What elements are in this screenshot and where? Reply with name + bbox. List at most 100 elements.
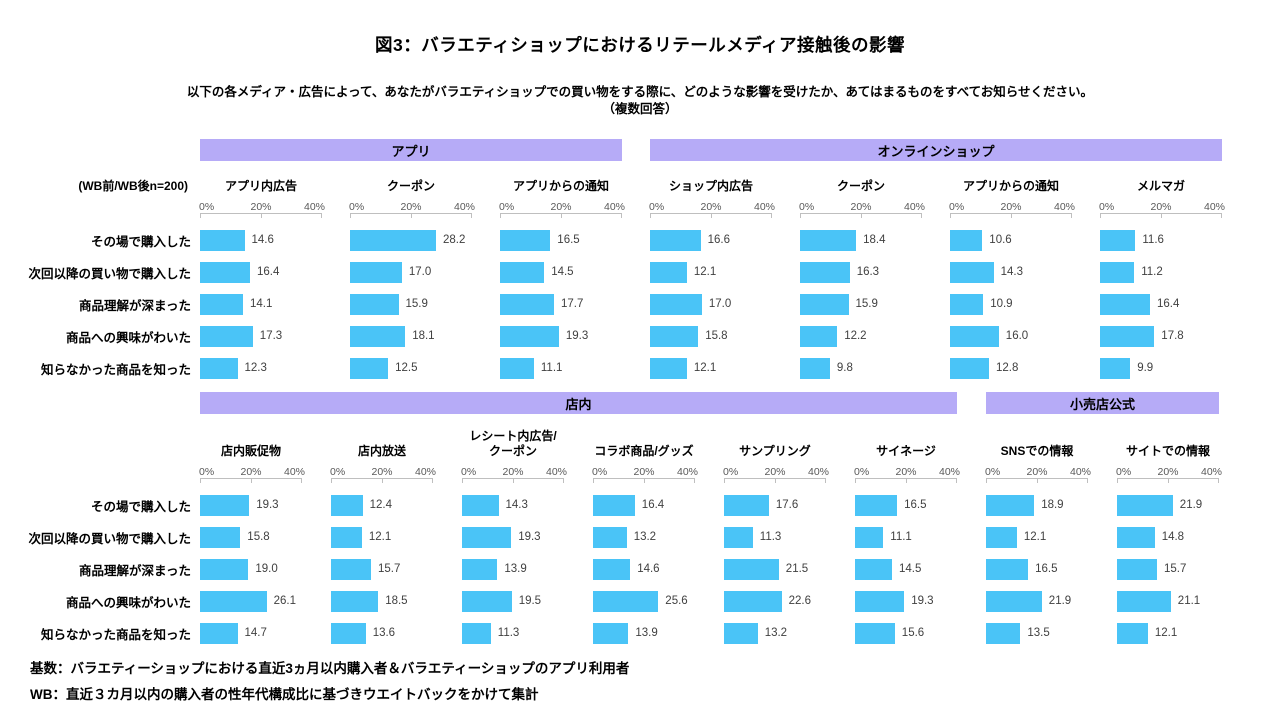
bar-row: 14.8 bbox=[1117, 521, 1248, 553]
chart-titles-row: (WB前/WB後n=200) アプリ内広告 クーポン アプリからの通知 ショップ内広告 ク… bbox=[0, 166, 1280, 194]
bar-row: 13.9 bbox=[593, 617, 724, 649]
axis-line bbox=[593, 478, 695, 483]
bar bbox=[331, 526, 362, 548]
mini-bar-chart: 0% 20% 40% 16.4 13.2 14.6 25.6 13.9 bbox=[592, 463, 724, 649]
chart-title: 店内販促物 bbox=[200, 444, 302, 459]
axis-line bbox=[350, 213, 472, 218]
axis-tick-mark bbox=[500, 214, 501, 218]
group-band: 小売店公式 bbox=[986, 392, 1219, 414]
axis-tick-mark bbox=[861, 214, 862, 218]
bar-row: 17.8 bbox=[1100, 320, 1250, 352]
bar bbox=[200, 229, 245, 251]
subtitle-line2: （複数回答） bbox=[602, 102, 678, 116]
bar bbox=[350, 357, 389, 379]
axis-tick-label: 0% bbox=[949, 201, 965, 213]
bar-row: 21.9 bbox=[986, 585, 1117, 617]
axis-tick-mark bbox=[200, 214, 201, 218]
axis-tick-label: 0% bbox=[592, 466, 608, 478]
bar-row: 14.6 bbox=[200, 224, 350, 256]
bar-value: 16.6 bbox=[707, 234, 730, 246]
axis-tick-mark bbox=[471, 214, 472, 218]
bar bbox=[724, 494, 769, 516]
bar-value: 12.1 bbox=[368, 531, 392, 543]
bar-row: 14.5 bbox=[855, 553, 986, 585]
chart-title-text: コラボ商品/グッズ bbox=[594, 444, 694, 458]
bar-row: 12.8 bbox=[950, 352, 1100, 384]
bar bbox=[950, 293, 984, 315]
axis-line bbox=[950, 213, 1072, 218]
bars: 28.2 17.0 15.9 18.1 12.5 bbox=[350, 224, 500, 384]
bar bbox=[350, 261, 402, 283]
axis-tick-label: 0% bbox=[649, 201, 665, 213]
axis-tick-mark bbox=[906, 479, 907, 483]
bar-value: 19.0 bbox=[255, 563, 278, 575]
bar bbox=[986, 526, 1017, 548]
bar-value: 14.6 bbox=[251, 234, 274, 246]
bar-row: 15.9 bbox=[800, 288, 950, 320]
axis-tick-label: 0% bbox=[461, 466, 477, 478]
axis-tick-label: 20% bbox=[240, 466, 262, 478]
bar-value: 28.2 bbox=[443, 234, 466, 246]
bar-row: 16.5 bbox=[500, 224, 650, 256]
bar bbox=[724, 622, 758, 644]
bar-value: 14.7 bbox=[244, 627, 267, 639]
axis-tick-label: 20% bbox=[895, 466, 917, 478]
row-label: 次回以降の買い物で購入した bbox=[28, 266, 191, 281]
chart-title-text: 店内放送 bbox=[357, 444, 406, 458]
chart-title: メルマガ bbox=[1100, 179, 1222, 194]
bar-row: 17.3 bbox=[200, 320, 350, 352]
bar bbox=[462, 558, 498, 580]
bar-value: 11.1 bbox=[540, 362, 563, 374]
axis-line bbox=[855, 478, 957, 483]
axis-tick-mark bbox=[593, 479, 594, 483]
axis-tick-mark bbox=[621, 214, 622, 218]
bar-value: 17.7 bbox=[561, 298, 584, 310]
bar-row: 22.6 bbox=[724, 585, 855, 617]
chart-title-text: 店内販促物 bbox=[220, 444, 281, 458]
axis-tick-mark bbox=[321, 214, 322, 218]
bar-row: 17.0 bbox=[650, 288, 800, 320]
mini-bar-chart: 0% 20% 40% 16.5 11.1 14.5 19.3 15.6 bbox=[854, 463, 986, 649]
bar bbox=[200, 494, 250, 516]
row-labels-column: その場で購入した 次回以降の買い物で購入した 商品理解が深まった 商品への興味がわいた… bbox=[0, 463, 200, 649]
bar bbox=[200, 325, 253, 347]
bar bbox=[350, 325, 406, 347]
bar-value: 14.5 bbox=[551, 266, 574, 278]
chart-title-text: アプリからの通知 bbox=[962, 179, 1059, 193]
axis-tick-mark bbox=[771, 214, 772, 218]
bar bbox=[986, 622, 1021, 644]
footnote-wb: WB：直近３カ月以内の購入者の性年代構成比に基づきウエイトバックをかけて集計 bbox=[30, 687, 539, 702]
chart-title: アプリからの通知 bbox=[500, 179, 622, 194]
bar-value: 15.9 bbox=[855, 298, 878, 310]
bar bbox=[855, 622, 895, 644]
axis-tick-mark bbox=[1218, 479, 1219, 483]
row-label: 知らなかった商品を知った bbox=[40, 362, 191, 377]
bar bbox=[950, 357, 989, 379]
axis-tick-labels: 0% 20% 40% bbox=[649, 198, 775, 213]
mini-bar-chart: 0% 20% 40% 18.9 12.1 16.5 21.9 13.5 bbox=[985, 463, 1117, 649]
axis-tick-label: 0% bbox=[854, 466, 870, 478]
axis-tick-labels: 0% 20% 40% bbox=[592, 463, 698, 478]
axis-tick-mark bbox=[800, 214, 801, 218]
axis-tick-label: 0% bbox=[985, 466, 1001, 478]
bar-row: 17.6 bbox=[724, 489, 855, 521]
bar-row: 12.1 bbox=[1117, 617, 1248, 649]
chart-title-text: アプリからの通知 bbox=[512, 179, 609, 193]
bar bbox=[1117, 526, 1155, 548]
bar-row: 19.0 bbox=[200, 553, 331, 585]
bar-row: 13.9 bbox=[462, 553, 593, 585]
bar-value: 11.1 bbox=[890, 531, 912, 543]
bar-row: 12.3 bbox=[200, 352, 350, 384]
bar bbox=[500, 357, 534, 379]
bar-value: 12.1 bbox=[1023, 531, 1047, 543]
axis-tick-mark bbox=[563, 479, 564, 483]
bar bbox=[500, 325, 559, 347]
bar-row: 18.5 bbox=[331, 585, 462, 617]
bar-row: 15.6 bbox=[855, 617, 986, 649]
row-labels-column: その場で購入した 次回以降の買い物で購入した 商品理解が深まった 商品への興味がわいた… bbox=[0, 198, 200, 384]
bar bbox=[200, 526, 241, 548]
bars: 14.3 19.3 13.9 19.5 11.3 bbox=[462, 489, 593, 649]
axis-tick-mark bbox=[462, 479, 463, 483]
bar-value: 16.5 bbox=[557, 234, 580, 246]
axis-tick-mark bbox=[251, 479, 252, 483]
